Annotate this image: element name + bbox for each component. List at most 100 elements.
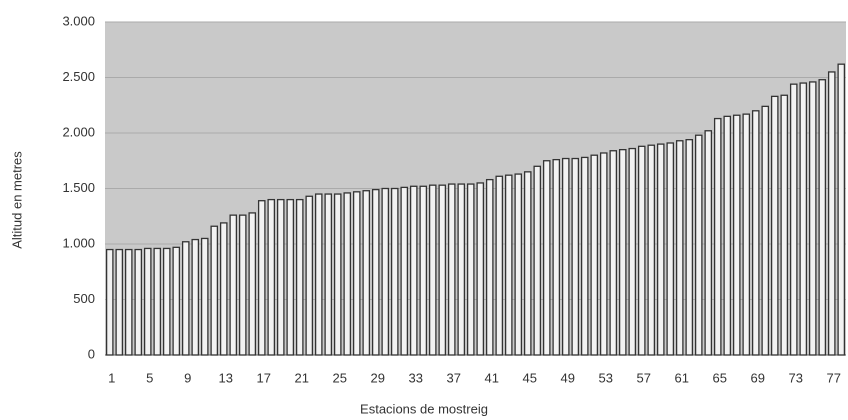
bar [580, 156, 589, 356]
y-tick-label: 0 [88, 346, 95, 361]
bar [352, 191, 361, 356]
bar [428, 184, 437, 356]
x-tick-label: 69 [751, 370, 765, 385]
bar [162, 247, 171, 356]
y-axis-title: Altitud en metres [9, 151, 24, 249]
bar [324, 193, 333, 356]
y-tick-label: 2.000 [62, 124, 95, 139]
x-tick-label: 21 [295, 370, 309, 385]
y-tick-label: 3.000 [62, 13, 95, 28]
bar [229, 214, 238, 356]
bar [219, 222, 228, 356]
x-tick-label: 65 [713, 370, 727, 385]
bar [105, 248, 114, 356]
bar [143, 247, 152, 356]
x-tick-label: 9 [184, 370, 191, 385]
bar [172, 246, 181, 356]
bar [732, 114, 741, 356]
bar [210, 225, 219, 356]
y-tick-label: 1.500 [62, 180, 95, 195]
bar [115, 248, 124, 356]
bar [694, 134, 703, 356]
bar [295, 198, 304, 356]
bar [685, 139, 694, 356]
bar [742, 113, 751, 356]
bar [609, 150, 618, 356]
x-tick-label: 73 [789, 370, 803, 385]
x-tick-label: 41 [485, 370, 499, 385]
bar [267, 198, 276, 356]
bar [827, 71, 836, 356]
bar [656, 143, 665, 356]
bar [770, 95, 779, 356]
bar [409, 185, 418, 356]
bar [599, 152, 608, 356]
bar [618, 148, 627, 356]
bar [647, 144, 656, 356]
bar [761, 105, 770, 356]
bar [134, 248, 143, 356]
bar [837, 63, 846, 356]
bar [590, 154, 599, 356]
x-tick-label: 61 [675, 370, 689, 385]
bar [314, 193, 323, 356]
x-tick-label: 17 [257, 370, 271, 385]
x-tick-label: 29 [371, 370, 385, 385]
bar [713, 117, 722, 356]
bar [466, 183, 475, 356]
x-tick-label: 77 [827, 370, 841, 385]
bar [723, 115, 732, 356]
x-tick-label: 45 [523, 370, 537, 385]
bar [675, 140, 684, 356]
y-tick-label: 2.500 [62, 69, 95, 84]
bar [447, 183, 456, 356]
bar [153, 247, 162, 356]
bar [343, 192, 352, 356]
bar [333, 193, 342, 356]
bar [457, 183, 466, 356]
bar [438, 184, 447, 356]
bar [286, 198, 295, 356]
x-tick-label: 37 [447, 370, 461, 385]
x-tick-label: 53 [599, 370, 613, 385]
bar [533, 165, 542, 356]
bar [808, 81, 817, 356]
bar [666, 142, 675, 356]
x-tick-label: 5 [146, 370, 153, 385]
bar [628, 147, 637, 356]
bar [571, 157, 580, 356]
bar [200, 237, 209, 356]
bar [523, 171, 532, 356]
bar [637, 145, 646, 356]
bar [495, 175, 504, 356]
x-tick-label: 1 [108, 370, 115, 385]
x-tick-label: 33 [409, 370, 423, 385]
bar [514, 173, 523, 356]
bar [799, 82, 808, 356]
bar [561, 157, 570, 356]
bar [400, 186, 409, 356]
bar [362, 190, 371, 356]
bar [789, 83, 798, 356]
bar [751, 110, 760, 356]
bar [542, 160, 551, 356]
bar [818, 79, 827, 356]
bar [476, 182, 485, 356]
bar [780, 94, 789, 356]
bar [371, 188, 380, 356]
bar [276, 198, 285, 356]
bar [704, 130, 713, 356]
bar [419, 185, 428, 356]
bar [305, 195, 314, 356]
x-tick-label: 25 [333, 370, 347, 385]
x-tick-label: 57 [637, 370, 651, 385]
x-tick-label: 13 [219, 370, 233, 385]
bar [257, 200, 266, 356]
bar [181, 241, 190, 356]
bar [390, 187, 399, 356]
bar [124, 248, 133, 356]
bar [381, 187, 390, 356]
y-tick-label: 500 [73, 291, 95, 306]
bar [238, 214, 247, 356]
